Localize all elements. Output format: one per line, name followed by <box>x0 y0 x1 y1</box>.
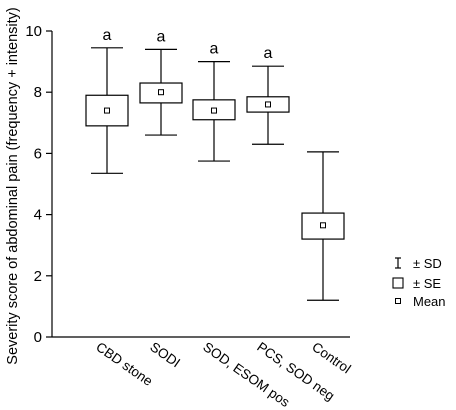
legend-mean-icon <box>395 298 401 304</box>
legend-item: ± SE <box>392 276 441 291</box>
box-cbd-stone: a <box>85 27 129 174</box>
box-control <box>301 151 345 301</box>
legend-item: Mean <box>395 294 446 309</box>
mean-marker <box>104 107 110 114</box>
significance-label: a <box>157 28 166 45</box>
legend-label: ± SE <box>413 276 441 291</box>
box-pcs-sod-neg: a <box>246 45 290 145</box>
y-tick-label: 4 <box>34 207 42 224</box>
box-sodi: a <box>139 28 183 136</box>
legend: ± SD ± SE Mean <box>392 256 446 309</box>
significance-label: a <box>210 41 219 58</box>
significance-label: a <box>103 27 112 44</box>
y-tick-label: 2 <box>34 268 42 285</box>
x-category-label: SODI <box>147 339 183 370</box>
y-tick-label: 6 <box>34 145 42 162</box>
mean-marker <box>158 89 164 96</box>
x-category-label: Control <box>309 339 353 376</box>
axes: 0 2 4 6 8 10 <box>25 23 350 346</box>
y-tick-label: 0 <box>34 329 42 346</box>
y-tick-label: 10 <box>25 23 42 40</box>
x-category-label: CBD stone <box>93 339 155 389</box>
legend-label: ± SD <box>413 256 442 271</box>
mean-marker <box>211 107 217 114</box>
y-axis-label: Severity score of abdominal pain (freque… <box>5 7 21 364</box>
box-sod-esom-pos: a <box>192 41 236 162</box>
mean-marker <box>265 101 271 108</box>
legend-box-icon <box>392 277 404 289</box>
significance-label: a <box>264 45 273 62</box>
se-box <box>301 212 345 240</box>
legend-item: ± SD <box>395 256 442 271</box>
legend-label: Mean <box>413 294 446 309</box>
y-tick-label: 8 <box>34 84 42 101</box>
mean-marker <box>320 222 326 229</box>
